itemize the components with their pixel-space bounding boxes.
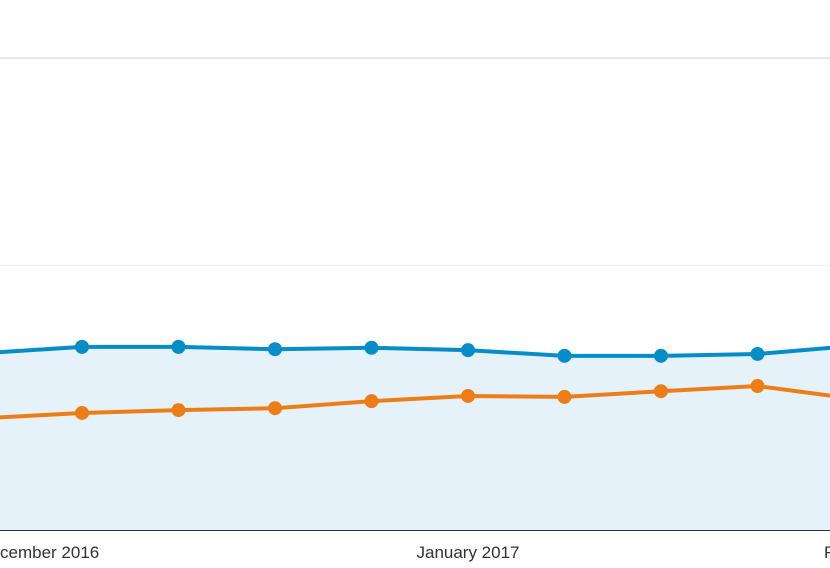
data-point [364, 340, 379, 355]
x-tick-label: cember 2016 [0, 543, 99, 562]
series-line [0, 384, 830, 420]
data-point [268, 342, 282, 357]
series-line [0, 344, 830, 358]
area [0, 346, 830, 530]
data-point [171, 339, 186, 354]
data-point [750, 379, 765, 394]
data-point [461, 388, 475, 403]
data-point [557, 348, 572, 363]
data-point [654, 384, 668, 399]
data-point [75, 339, 89, 354]
x-tick-label: January 2017 [416, 543, 519, 562]
x-tick-label: F [824, 543, 830, 562]
data-point [654, 348, 668, 363]
data-point [268, 401, 282, 416]
data-point [171, 403, 186, 418]
data-point [461, 343, 475, 358]
data-point [75, 405, 89, 420]
data-point [557, 389, 572, 404]
data-point [364, 394, 379, 409]
data-point [750, 346, 765, 361]
